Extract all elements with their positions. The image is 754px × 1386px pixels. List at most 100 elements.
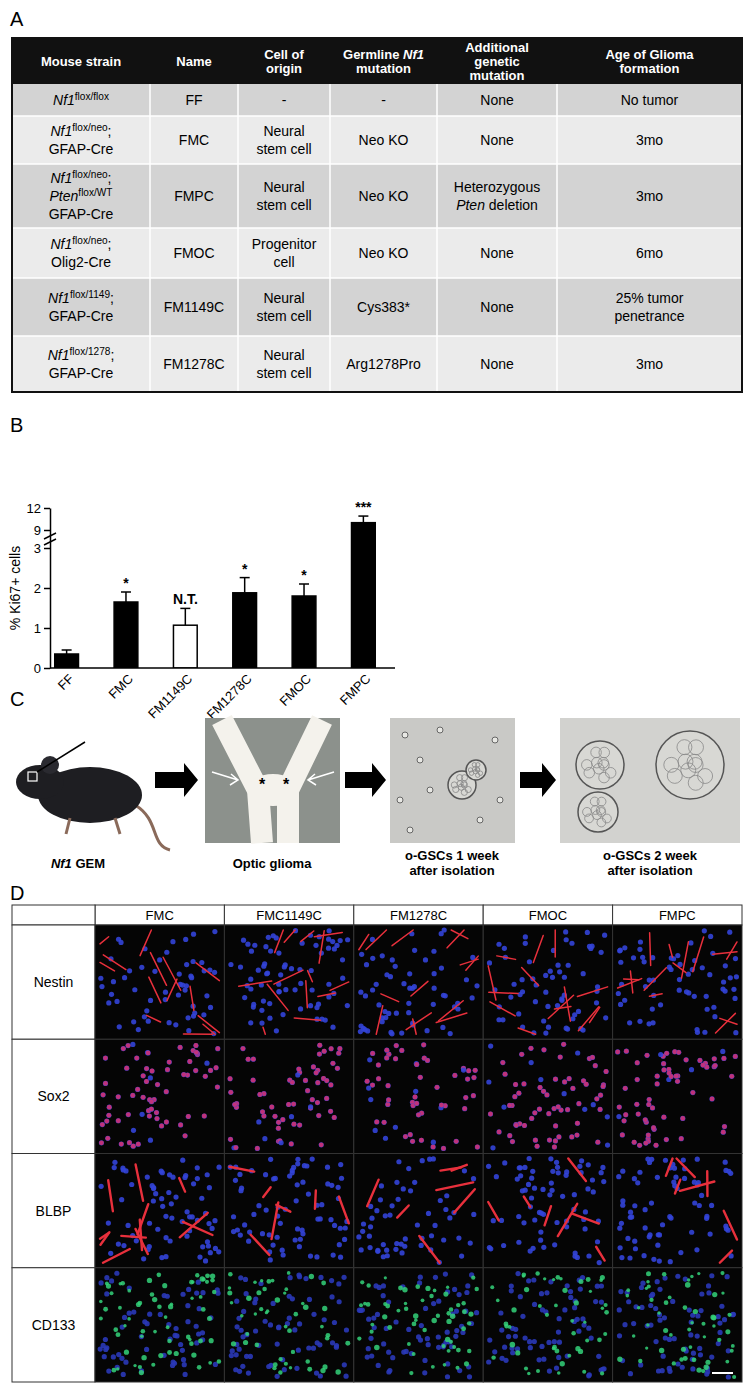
stained-nucleus [435,1085,440,1090]
nucleus [132,987,137,992]
stained-nucleus [662,1068,667,1073]
bar [173,625,197,668]
column-header-box [224,905,353,925]
step-label: Optic glioma [233,856,313,871]
stained-dot [207,1316,212,1321]
nucleus [380,953,385,958]
y-tick-mark [44,628,50,630]
stained-fiber [229,1167,254,1172]
nucleus [316,1002,321,1007]
nucleus [276,950,281,955]
y-tick-label: 0 [34,661,41,676]
nucleus [473,1068,478,1073]
stained-nucleus [636,1112,641,1117]
nucleus [340,957,345,962]
nucleus [283,987,288,992]
table-cell-text: Neural [263,290,304,306]
micrograph [224,925,353,1039]
optic-chiasm [247,774,299,806]
stained-dot [162,1283,167,1288]
nucleus [261,999,266,1004]
nucleus [151,1185,156,1190]
nucleus [383,1015,388,1020]
stained-dot [151,1363,155,1367]
stained-fiber [366,930,386,950]
stained-fiber [406,1013,431,1030]
nucleus [370,1051,375,1056]
nucleus [267,1001,272,1006]
bar [352,523,376,668]
nucleus [197,1254,202,1259]
table-cell-text: FM1149C [164,299,224,315]
nucleus [181,1357,186,1362]
nucleus [646,1132,651,1137]
nucleus [686,990,691,995]
stained-fiber [666,1159,673,1176]
nucleus [658,1052,663,1057]
stained-nucleus [595,1140,600,1145]
nucleus [167,1060,172,1065]
stained-nucleus [634,1102,639,1107]
table-cell-text: FMPC [174,188,214,204]
stained-dot [217,1359,222,1364]
significance-label: *** [355,499,372,515]
mouse-leg [66,818,70,834]
stained-dot [245,1332,249,1336]
stained-dot [141,1355,146,1360]
stained-dot [189,1341,194,1346]
table-cell-text: Pten deletion [456,197,538,213]
sphere-cell [596,806,605,815]
nucleus [672,1166,677,1171]
stained-fiber [720,1251,732,1263]
stained-nucleus [643,1141,648,1146]
nucleus [586,1253,591,1258]
x-tick: FMPC [337,668,374,708]
nucleus [618,1002,623,1007]
nucleus [432,971,437,976]
row-label-box [12,925,95,1039]
table-cell-text: 6mo [636,245,663,261]
table-row-border [12,277,742,279]
stained-nucleus [385,1102,390,1107]
nucleus [144,1079,149,1084]
stained-fiber [251,1235,270,1255]
stained-dot [153,1330,157,1334]
stained-nucleus [655,1074,660,1079]
nucleus [564,1173,569,1178]
micrograph-bg [224,1268,353,1382]
stained-dot [140,1334,144,1338]
stained-dot [150,1292,155,1297]
nucleus [180,1158,185,1163]
nucleus [314,1070,319,1075]
nucleus [547,1192,552,1197]
stained-dot [205,1280,209,1284]
micrograph-bg [95,1039,224,1153]
text-segment: stem cell [256,141,311,157]
nucleus [594,1000,599,1005]
stained-fiber [190,986,194,1010]
nucleus [471,1212,476,1217]
stained-fiber [274,970,303,984]
table-cell-text: Nf1flox/neo; [51,235,112,252]
nucleus [334,943,339,948]
nucleus [298,1006,303,1011]
stained-fiber [100,962,115,971]
stained-nucleus [598,1093,603,1098]
nucleus [448,1031,453,1036]
nucleus [204,993,209,998]
nucleus [376,1076,381,1081]
nucleus [275,1374,280,1379]
nucleus [522,1123,527,1128]
nucleus [700,965,705,970]
error-bar-cap [358,515,368,517]
stained-nucleus [149,1099,154,1104]
stained-nucleus [622,1118,627,1123]
nucleus [641,1253,646,1258]
nucleus [595,1239,600,1244]
sphere-cell [677,740,692,755]
nucleus [290,1296,295,1301]
nucleus [461,1068,466,1073]
single-cell [477,817,483,823]
stained-nucleus [186,1114,191,1119]
nucleus [631,955,636,960]
